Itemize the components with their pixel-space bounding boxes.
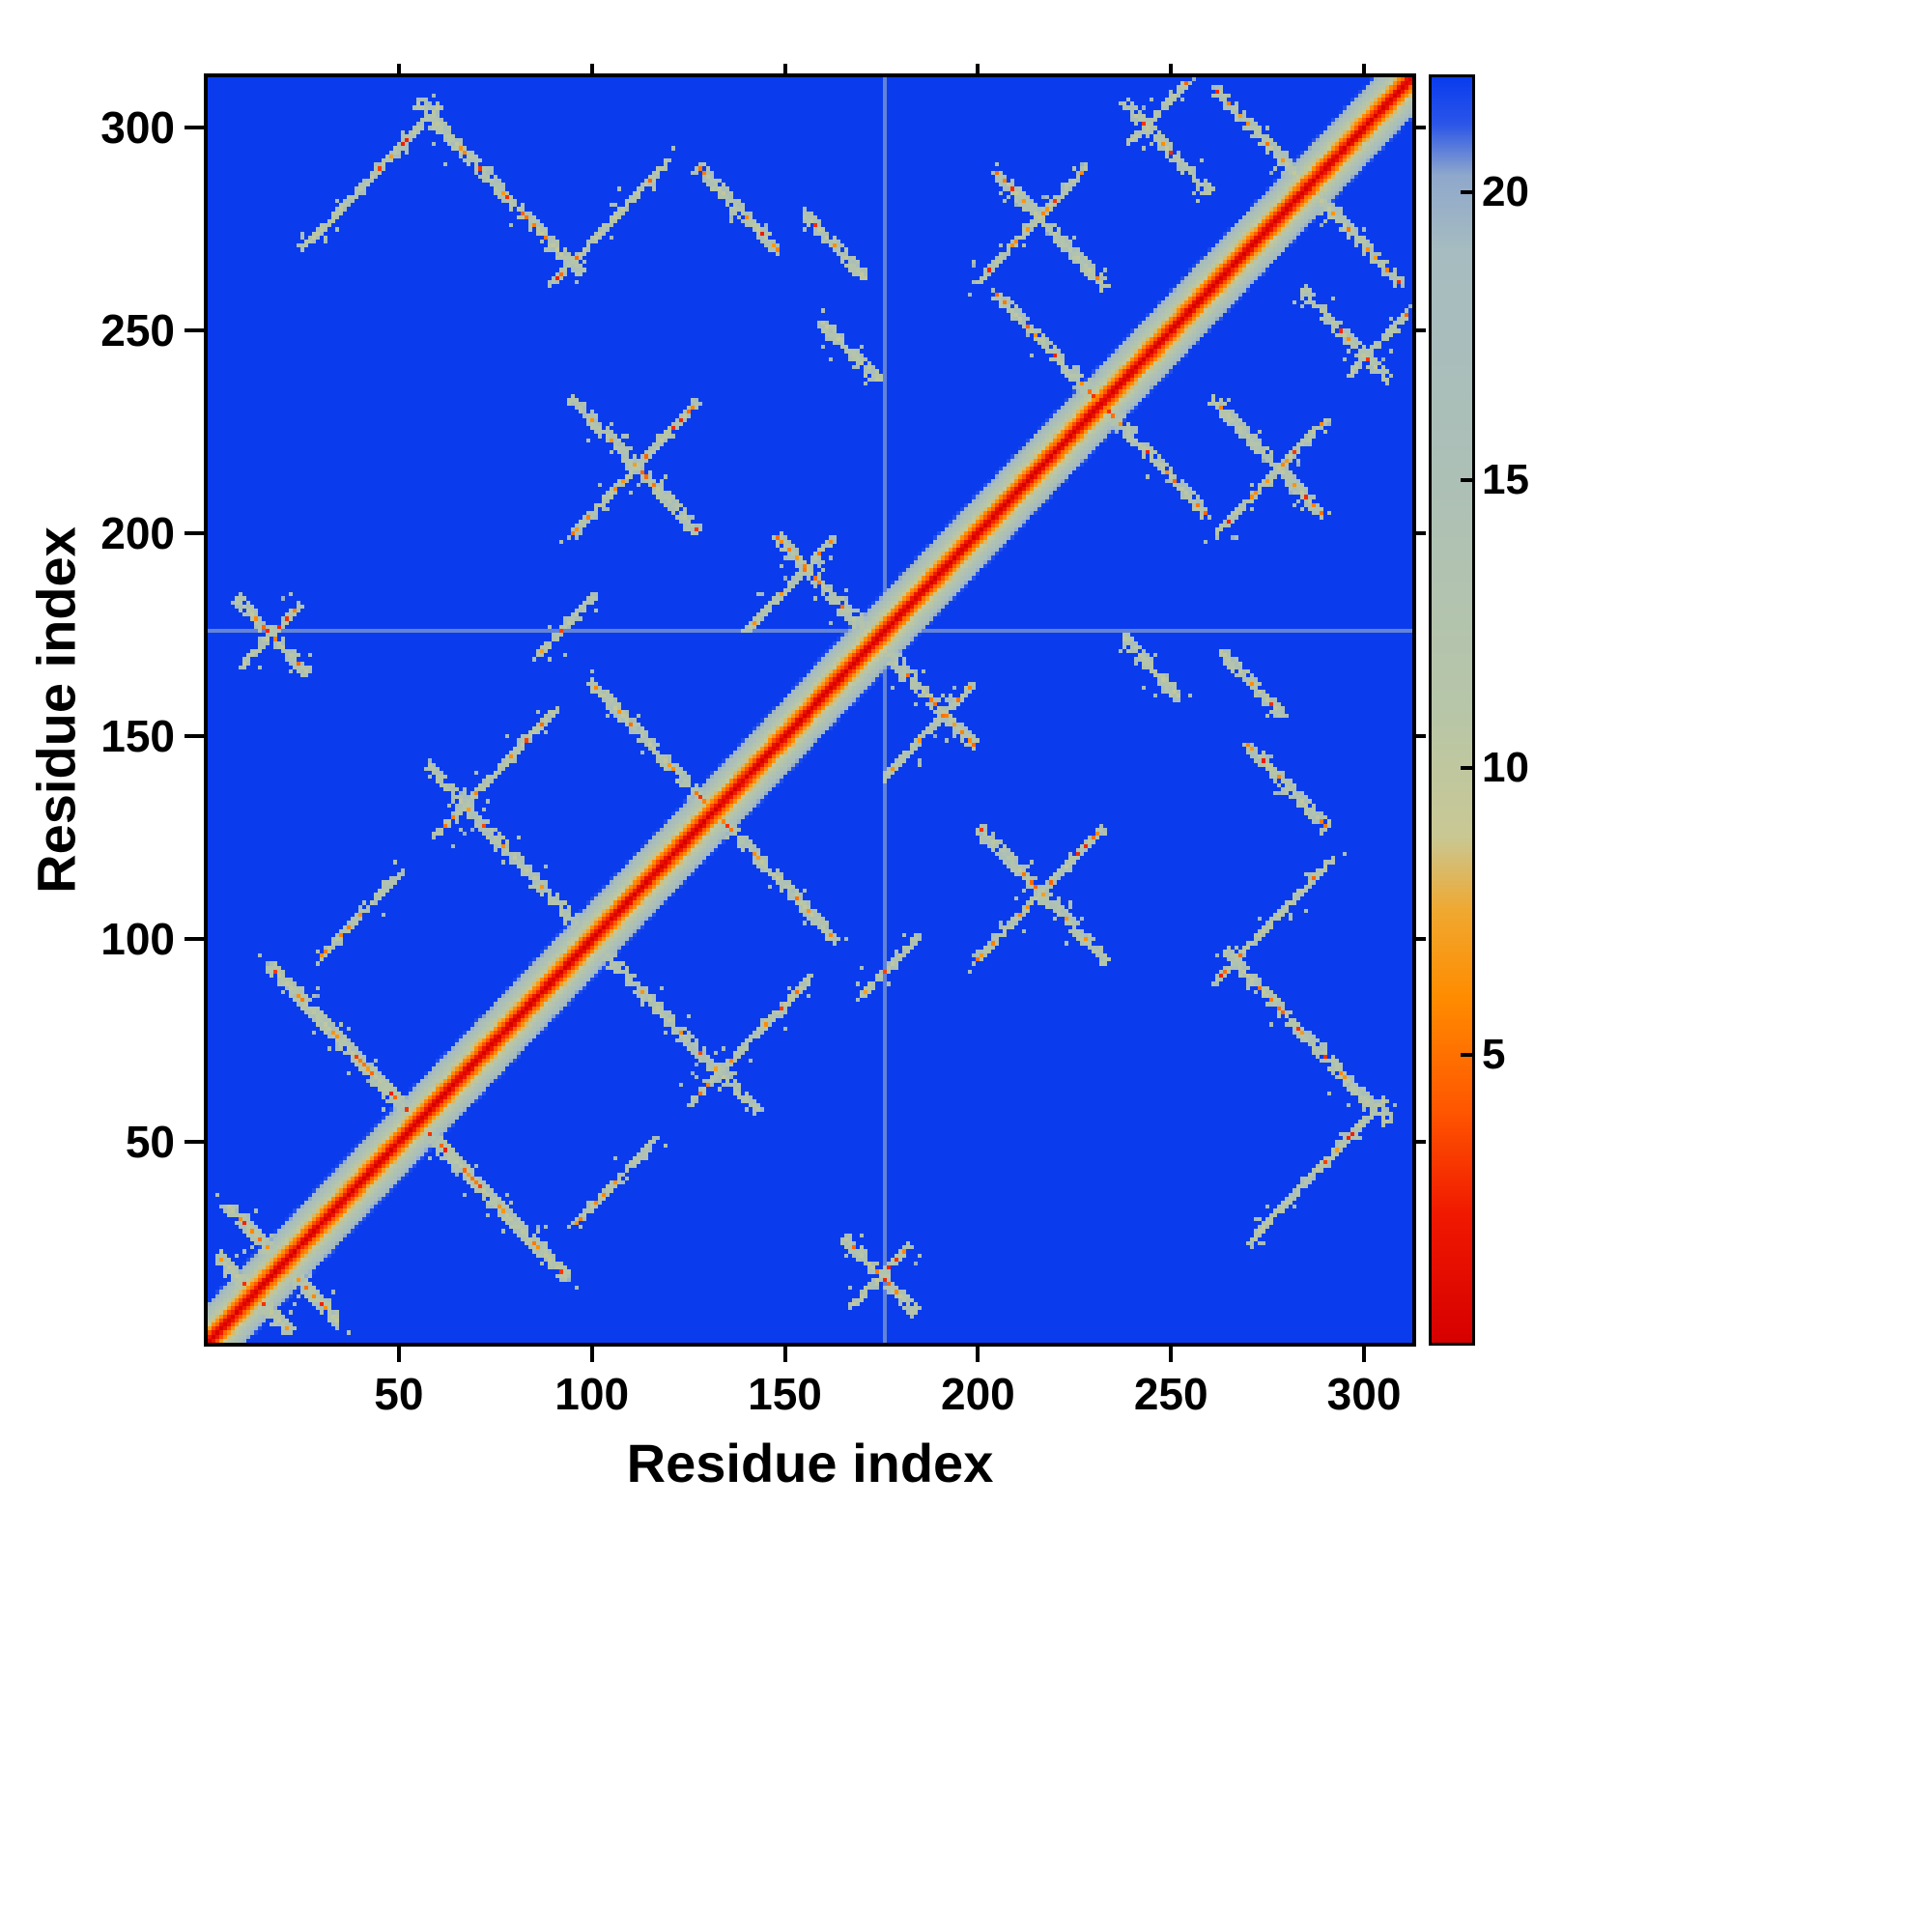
x-top-tick-mark	[396, 64, 401, 77]
y-right-tick-mark	[1412, 531, 1426, 536]
x-tick-mark	[1362, 1343, 1367, 1362]
y-tick-mark	[185, 937, 204, 942]
x-tick-label: 100	[554, 1369, 630, 1419]
y-right-tick-mark	[1412, 937, 1426, 942]
y-tick-mark	[185, 1140, 204, 1145]
x-top-tick-mark	[589, 64, 594, 77]
x-tick-mark	[976, 1343, 980, 1362]
y-tick-mark	[185, 328, 204, 333]
y-tick-label: 150	[100, 711, 175, 762]
x-tick-mark	[782, 1343, 787, 1362]
colorbar-tick-label: 5	[1482, 1031, 1506, 1079]
x-tick-label: 250	[1133, 1369, 1208, 1419]
colorbar-tick-mark	[1461, 477, 1472, 482]
y-right-tick-mark	[1412, 126, 1426, 130]
x-tick-label: 150	[748, 1369, 822, 1419]
x-top-tick-mark	[1362, 64, 1367, 77]
y-tick-mark	[185, 734, 204, 739]
x-tick-label: 50	[374, 1369, 424, 1419]
x-axis-label: Residue index	[626, 1433, 994, 1493]
y-right-tick-mark	[1412, 1140, 1426, 1145]
colorbar-tick-mark	[1461, 190, 1472, 195]
y-tick-label: 250	[100, 305, 175, 356]
y-tick-label: 100	[100, 914, 175, 965]
x-tick-label: 200	[940, 1369, 1015, 1419]
colorbar-gradient	[1432, 77, 1472, 1343]
x-top-tick-mark	[1169, 64, 1174, 77]
distance-matrix-heatmap	[208, 77, 1412, 1343]
x-tick-label: 300	[1326, 1369, 1402, 1419]
y-tick-label: 50	[125, 1117, 175, 1168]
x-top-tick-mark	[976, 64, 980, 77]
x-tick-mark	[589, 1343, 594, 1362]
y-tick-mark	[185, 126, 204, 130]
x-tick-mark	[1169, 1343, 1174, 1362]
y-tick-label: 300	[100, 102, 175, 154]
y-right-tick-mark	[1412, 734, 1426, 739]
x-tick-mark	[396, 1343, 401, 1362]
y-axis-label: Residue index	[25, 526, 87, 894]
colorbar-tick-label: 20	[1482, 168, 1529, 216]
y-right-tick-mark	[1412, 328, 1426, 333]
y-tick-label: 200	[100, 508, 175, 559]
colorbar-tick-mark	[1461, 765, 1472, 770]
colorbar-tick-label: 15	[1482, 455, 1529, 503]
colorbar-tick-label: 10	[1482, 743, 1529, 791]
colorbar-tick-mark	[1461, 1053, 1472, 1058]
y-tick-mark	[185, 531, 204, 536]
x-top-tick-mark	[782, 64, 787, 77]
